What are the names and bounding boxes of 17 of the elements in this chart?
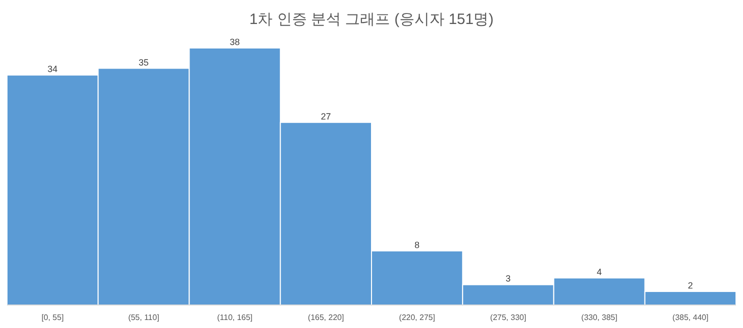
x-tick-label: (330, 385] — [581, 313, 618, 322]
data-label: 8 — [414, 240, 420, 250]
x-tick-label: (220, 275] — [399, 313, 436, 322]
x-tick-label: (110, 165] — [217, 313, 253, 322]
x-tick-label: (165, 220] — [308, 313, 344, 322]
data-label: 34 — [48, 64, 58, 74]
data-label: 3 — [506, 274, 511, 284]
x-tick-label: (275, 330] — [490, 313, 526, 322]
chart-title: 1차 인증 분석 그래프 (응시자 151명) — [249, 11, 494, 28]
data-label: 35 — [138, 57, 149, 68]
x-tick-label: (55, 110] — [128, 313, 160, 322]
x-tick-label: (385, 440] — [672, 313, 708, 322]
data-label: 2 — [688, 280, 693, 290]
data-label: 38 — [230, 37, 240, 47]
data-label: 27 — [320, 111, 331, 122]
x-tick-label: [0, 55] — [41, 313, 64, 322]
data-label: 4 — [596, 266, 602, 277]
